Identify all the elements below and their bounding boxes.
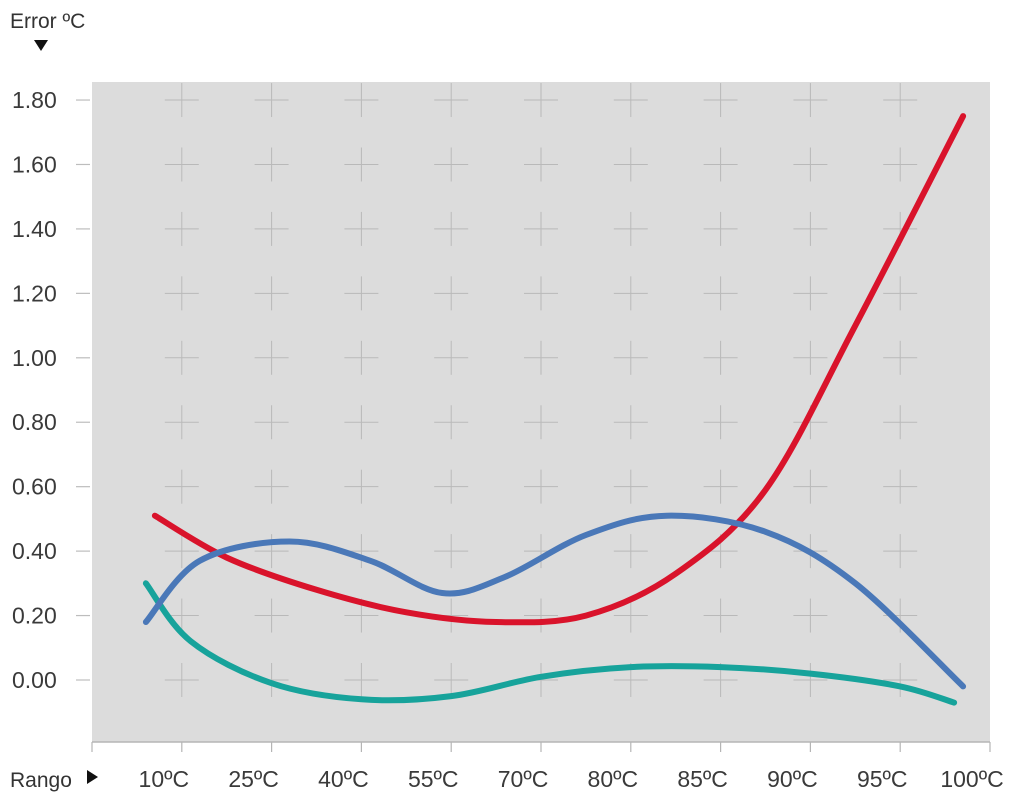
series-line-2 [142, 512, 967, 690]
x-tick-label: 95ºC [857, 766, 908, 792]
series-line-3 [142, 580, 958, 706]
y-axis-title: Error ºC [10, 10, 85, 33]
x-tick-label: 55ºC [408, 766, 459, 792]
y-tick-label: 0.00 [12, 667, 57, 693]
y-tick-labels: 1.80 1.60 1.40 1.20 1.00 0.80 0.60 0.40 0.20 0.00 [12, 87, 90, 693]
x-axis-title: Rango [10, 769, 72, 792]
y-tick-label: 0.40 [12, 538, 57, 564]
x-tick-label: 85ºC [677, 766, 728, 792]
x-tick-label: 90ºC [767, 766, 818, 792]
series-line-1 [151, 113, 967, 626]
series-lines [142, 113, 967, 706]
x-tick-label: 70ºC [498, 766, 549, 792]
x-axis-arrow-icon [87, 770, 98, 784]
x-tick-label: 80ºC [588, 766, 639, 792]
y-tick-label: 0.60 [12, 474, 57, 500]
x-tick-labels: 10ºC 25ºC 40ºC 55ºC 70ºC 80ºC 85ºC 90ºC 95ºC 100º… [91, 742, 1004, 792]
y-axis-arrow-icon [34, 40, 48, 51]
y-tick-label: 0.80 [12, 409, 57, 435]
y-tick-label: 1.40 [12, 216, 57, 242]
y-tick-label: 1.60 [12, 151, 57, 177]
grid-crosses [164, 83, 918, 697]
x-tick-label: 40ºC [318, 766, 369, 792]
y-tick-label: 0.20 [12, 603, 57, 629]
y-tick-label: 1.80 [12, 87, 57, 113]
x-tick-label: 100ºC [940, 766, 1003, 792]
y-tick-label: 1.20 [12, 280, 57, 306]
x-tick-label: 25ºC [228, 766, 279, 792]
y-tick-label: 1.00 [12, 345, 57, 371]
x-tick-label: 10ºC [139, 766, 190, 792]
